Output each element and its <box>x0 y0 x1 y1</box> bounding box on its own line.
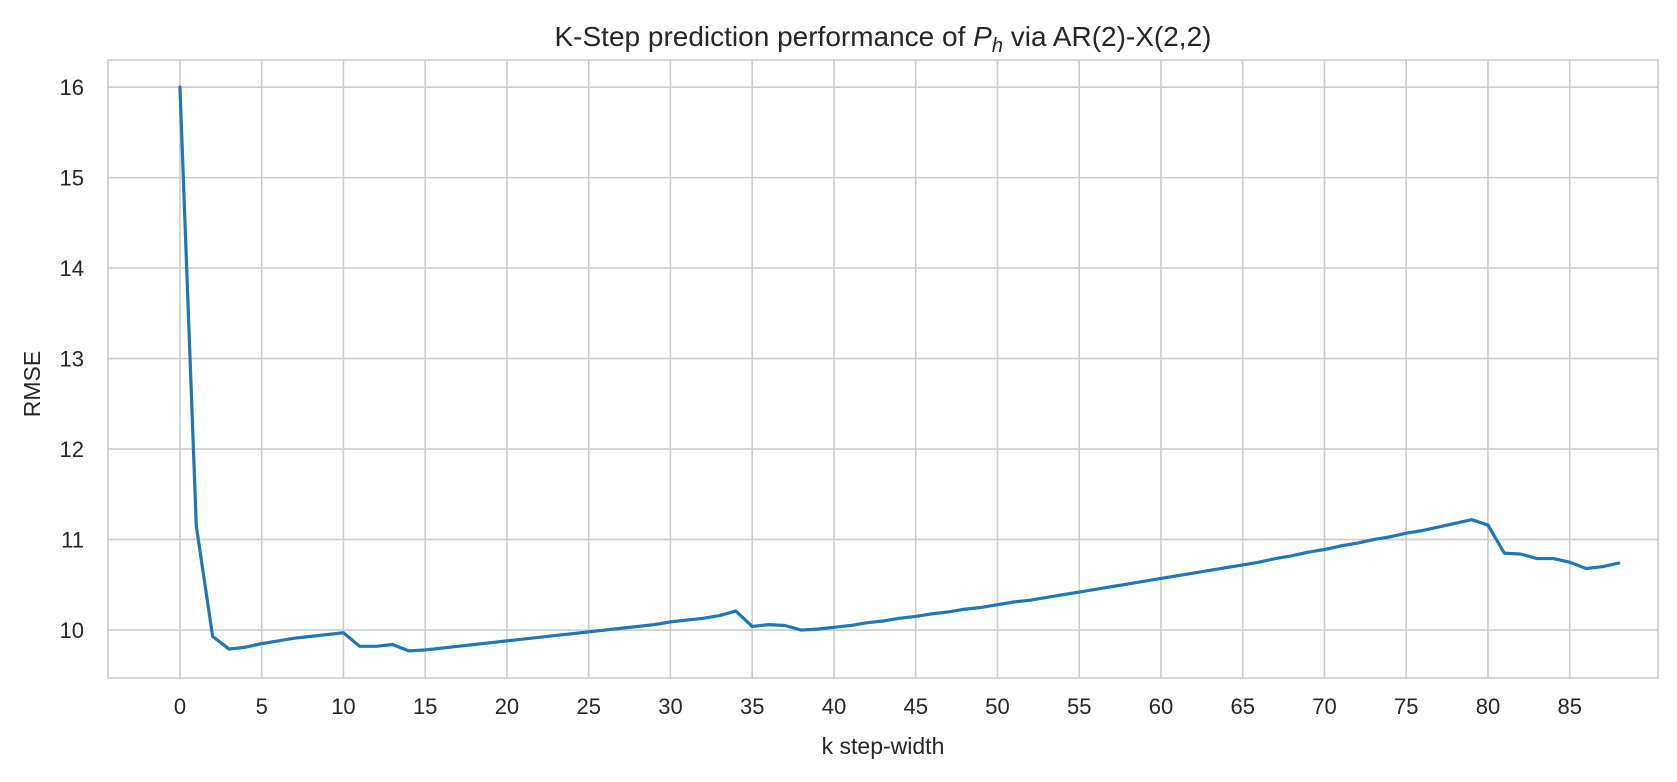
x-tick-label: 5 <box>256 694 268 719</box>
y-axis-title: RMSE <box>19 351 45 417</box>
series-line-0 <box>178 85 1621 653</box>
y-tick-label: 11 <box>61 528 84 553</box>
x-tick-label: 25 <box>576 694 600 719</box>
series-layer <box>178 85 1621 653</box>
x-tick-label: 20 <box>495 694 519 719</box>
grid <box>108 60 1658 678</box>
chart-title: K-Step prediction performance of Ph via … <box>555 21 1212 57</box>
chart-title-symbol: P <box>973 21 992 52</box>
x-tick-label: 30 <box>658 694 682 719</box>
y-tick-label: 16 <box>60 75 84 100</box>
x-tick-label: 40 <box>822 694 846 719</box>
x-tick-label: 65 <box>1230 694 1254 719</box>
chart-title-suffix: via AR(2)-X(2,2) <box>1003 21 1212 52</box>
x-tick-labels: 0 5 10 15 20 25 30 35 40 45 50 55 60 65 70 75 80 85 <box>174 694 1582 719</box>
x-tick-label: 50 <box>985 694 1009 719</box>
chart-title-prefix: K-Step prediction performance of <box>555 21 974 52</box>
x-tick-label: 85 <box>1557 694 1581 719</box>
x-tick-label: 55 <box>1067 694 1091 719</box>
y-tick-label: 12 <box>60 437 84 462</box>
x-tick-label: 10 <box>331 694 355 719</box>
x-tick-label: 45 <box>903 694 927 719</box>
x-tick-label: 15 <box>413 694 437 719</box>
chart-title-subscript: h <box>992 35 1003 57</box>
x-tick-label: 0 <box>174 694 186 719</box>
y-tick-label: 13 <box>60 347 84 372</box>
y-tick-label: 14 <box>60 256 84 281</box>
x-tick-label: 80 <box>1476 694 1500 719</box>
x-tick-label: 75 <box>1394 694 1418 719</box>
plot-frame <box>107 59 1659 679</box>
x-tick-label: 70 <box>1312 694 1336 719</box>
x-tick-label: 60 <box>1149 694 1173 719</box>
y-tick-label: 15 <box>60 166 84 191</box>
x-axis-title: k step-width <box>822 733 945 759</box>
x-tick-label: 35 <box>740 694 764 719</box>
y-tick-labels: 10 11 12 13 14 15 16 <box>60 75 84 643</box>
y-tick-label: 10 <box>60 618 84 643</box>
